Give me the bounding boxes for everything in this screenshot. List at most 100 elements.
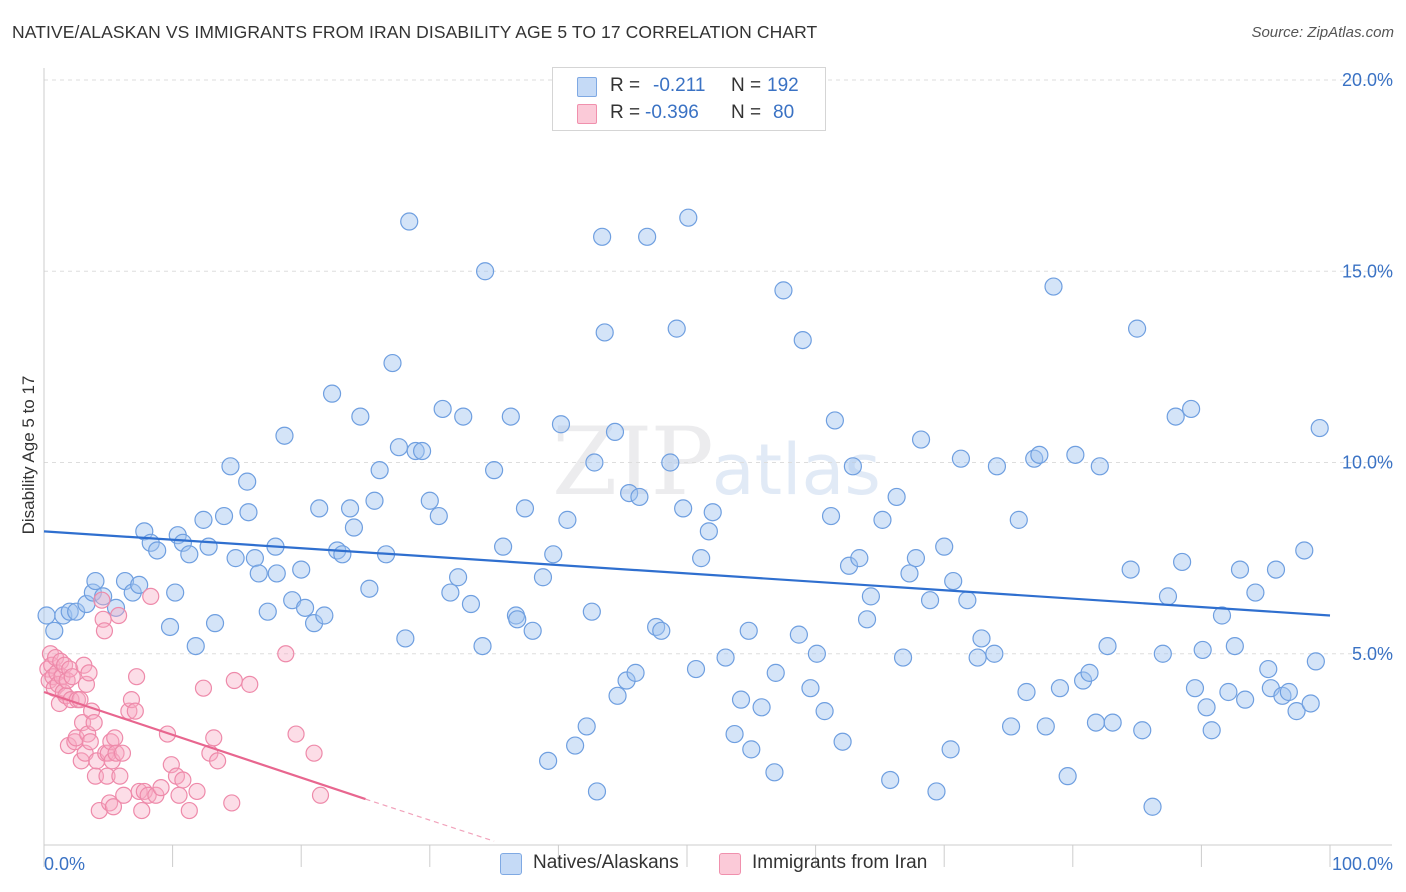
iran-immigrants-point	[104, 798, 123, 816]
natives-alaskans-point	[67, 602, 86, 621]
iran-immigrants-point	[180, 801, 198, 820]
y-tick-label: 10.0%	[1342, 453, 1393, 473]
natives-alaskans-point	[833, 732, 852, 751]
natives-alaskans-point	[1017, 682, 1036, 702]
natives-alaskans-point	[850, 549, 869, 568]
natives-alaskans-point	[539, 751, 558, 770]
natives-alaskans-point	[1212, 606, 1232, 625]
natives-alaskans-point	[906, 549, 926, 568]
legend-n-label: N =	[731, 102, 762, 123]
iran-immigrants-point	[188, 782, 206, 801]
natives-alaskans-point	[1001, 717, 1021, 736]
natives-alaskans-point	[1287, 702, 1306, 721]
natives-alaskans-point	[429, 506, 448, 526]
natives-alaskans-point	[344, 518, 364, 537]
natives-alaskans-point	[194, 510, 213, 529]
legend-n-value: 80	[773, 102, 795, 123]
natives-alaskans-point	[1306, 652, 1325, 671]
natives-alaskans-point	[1044, 277, 1063, 296]
iran-immigrants-point	[85, 713, 103, 732]
iran-immigrants-point	[98, 767, 116, 785]
natives-alaskans-trend-line	[43, 530, 1331, 617]
bottom-legend-swatch-natives	[500, 853, 522, 875]
natives-alaskans-point	[1066, 445, 1085, 464]
natives-alaskans-point	[958, 591, 977, 610]
natives-alaskans-point	[396, 629, 415, 648]
natives-alaskans-point	[825, 411, 844, 430]
natives-alaskans-point	[1143, 797, 1162, 816]
x-tick-label: 100.0%	[1332, 854, 1393, 874]
natives-alaskans-point	[461, 594, 481, 614]
natives-alaskans-point	[45, 621, 64, 640]
natives-alaskans-point	[454, 407, 473, 426]
x-tick-labels: 0.0% 100.0%	[44, 854, 1393, 874]
natives-alaskans-point	[843, 457, 862, 476]
iran-immigrants-point	[133, 801, 151, 820]
natives-alaskans-point	[582, 602, 601, 621]
natives-alaskans-point	[927, 782, 946, 801]
natives-alaskans-point	[566, 736, 585, 755]
natives-alaskans-point	[148, 541, 167, 560]
iran-immigrants-point	[63, 668, 81, 686]
legend-r-value: -0.396	[645, 102, 699, 123]
iran-immigrants-point	[142, 587, 160, 605]
legend-n-label: N =	[731, 75, 762, 96]
natives-alaskans-point	[351, 407, 370, 426]
natives-alaskans-point	[944, 571, 963, 591]
natives-alaskans-point	[360, 579, 379, 598]
natives-alaskans-points	[37, 208, 1329, 816]
natives-alaskans-point	[793, 331, 812, 350]
natives-alaskans-point	[674, 499, 693, 518]
legend-swatch-iran	[577, 104, 597, 124]
natives-alaskans-point	[593, 227, 612, 246]
x-tick-label: 0.0%	[44, 854, 85, 874]
iran-immigrants-point	[223, 794, 241, 812]
natives-alaskans-point	[1166, 407, 1185, 426]
natives-alaskans-point	[725, 724, 744, 744]
natives-alaskans-point	[333, 545, 352, 564]
bottom-legend-swatch-iran	[719, 853, 741, 875]
trend-lines	[43, 530, 1331, 842]
natives-alaskans-point	[1197, 698, 1216, 717]
legend-n-value: 192	[767, 75, 799, 96]
iran-immigrants-point	[126, 702, 144, 720]
natives-alaskans-point	[1058, 767, 1077, 786]
iran-immigrants-point	[311, 786, 330, 804]
natives-alaskans-point	[1202, 721, 1221, 740]
natives-alaskans-point	[1225, 636, 1244, 656]
natives-alaskans-point	[935, 537, 954, 556]
iran-immigrants-point	[205, 729, 223, 747]
natives-alaskans-point	[267, 564, 286, 583]
iran-immigrants-point	[107, 744, 125, 762]
natives-alaskans-point	[911, 430, 931, 449]
natives-alaskans-point	[630, 487, 649, 507]
natives-alaskans-point	[60, 602, 79, 621]
natives-alaskans-point	[1127, 319, 1147, 338]
natives-alaskans-point	[515, 499, 535, 518]
y-tick-labels: 5.0% 10.0% 15.0% 20.0%	[1342, 70, 1393, 664]
iran-immigrants-point	[81, 733, 99, 751]
natives-alaskans-point	[1295, 541, 1314, 560]
axes	[43, 68, 1392, 867]
y-axis-label: Disability Age 5 to 17	[19, 376, 38, 535]
iran-immigrants-point	[241, 675, 259, 693]
iran-immigrants-point	[174, 771, 192, 789]
natives-alaskans-point	[1310, 418, 1329, 438]
bottom-legend-label-iran: Immigrants from Iran	[752, 852, 928, 873]
natives-alaskans-point	[533, 568, 553, 587]
natives-alaskans-point	[441, 583, 460, 602]
iran-immigrants-points	[39, 587, 330, 820]
natives-alaskans-point	[972, 629, 991, 648]
natives-alaskans-point	[608, 686, 627, 705]
natives-alaskans-point	[1103, 713, 1122, 732]
natives-alaskans-point	[1121, 560, 1140, 579]
iran-immigrants-point	[106, 729, 124, 747]
natives-alaskans-point	[595, 323, 614, 342]
bottom-legend-label-natives: Natives/Alaskans	[533, 852, 679, 873]
natives-alaskans-point	[1050, 679, 1070, 698]
natives-alaskans-point	[389, 438, 409, 457]
iran-immigrants-point	[305, 744, 323, 762]
natives-alaskans-point	[1009, 510, 1028, 529]
stats-legend: R = -0.211 N = 192 R = -0.396 N = 80	[552, 67, 826, 131]
